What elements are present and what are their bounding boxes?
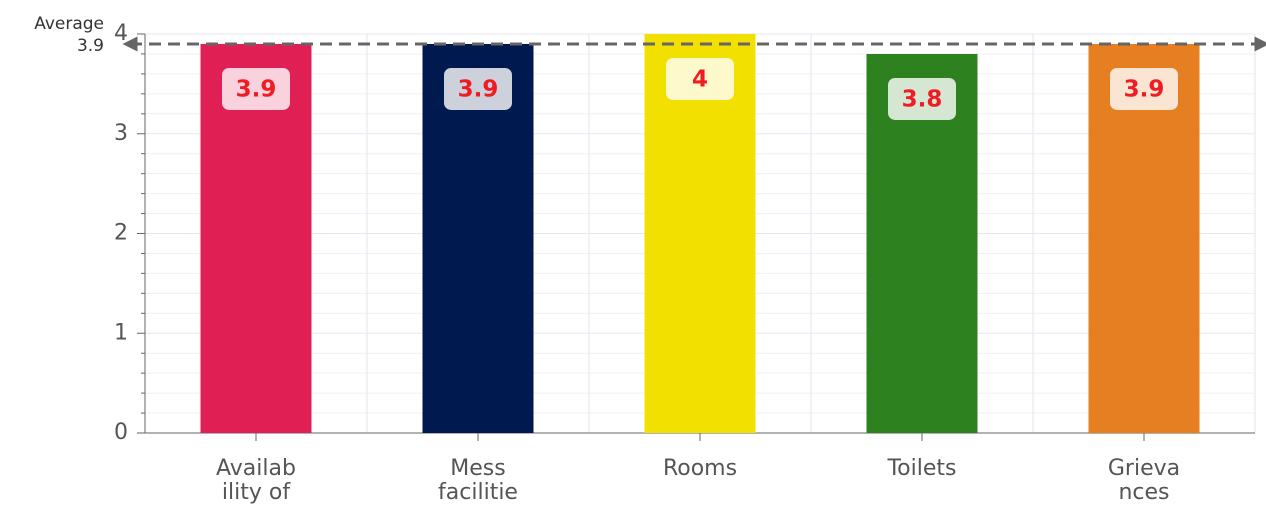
value-label: 3.9 bbox=[236, 76, 277, 102]
value-label-box bbox=[444, 67, 512, 110]
average-value: 3.9 bbox=[77, 36, 104, 56]
value-label-box bbox=[1110, 67, 1178, 110]
y-tick-label: 2 bbox=[114, 221, 128, 246]
value-label-box bbox=[666, 58, 734, 100]
x-tick-label: Toilets bbox=[886, 456, 956, 481]
x-tick-label: nces bbox=[1118, 480, 1169, 505]
y-tick-label: 0 bbox=[114, 420, 128, 445]
average-label: Average bbox=[34, 14, 104, 34]
x-tick-label: Rooms bbox=[663, 456, 737, 481]
value-label: 3.9 bbox=[458, 76, 499, 102]
value-label-box bbox=[888, 77, 956, 120]
value-label: 4 bbox=[692, 67, 708, 93]
y-tick-label: 3 bbox=[114, 121, 128, 146]
x-tick-label: facilitie bbox=[438, 480, 518, 505]
value-label: 3.8 bbox=[902, 86, 943, 112]
value-label-box bbox=[222, 67, 290, 110]
x-tick-label: Availab bbox=[216, 456, 296, 481]
y-tick-label: 4 bbox=[114, 21, 128, 46]
y-tick-label: 1 bbox=[114, 320, 128, 345]
x-tick-label: ility of bbox=[222, 480, 291, 505]
value-label: 3.9 bbox=[1124, 76, 1165, 102]
bar bbox=[644, 34, 756, 433]
x-tick-label: Grieva bbox=[1108, 456, 1180, 481]
x-tick-label: Mess bbox=[450, 456, 505, 481]
